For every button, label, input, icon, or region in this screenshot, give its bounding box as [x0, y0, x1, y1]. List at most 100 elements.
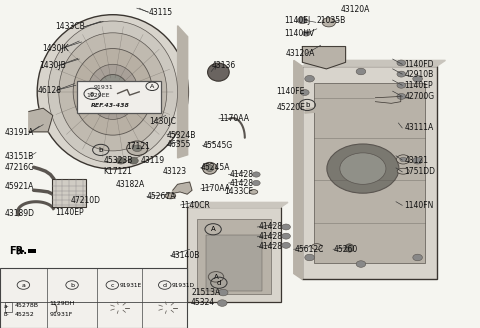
Text: B-: B- — [4, 312, 10, 318]
Circle shape — [413, 254, 422, 261]
Ellipse shape — [73, 49, 153, 135]
Circle shape — [356, 261, 366, 267]
Text: 43136: 43136 — [211, 61, 236, 70]
Text: 1170AA: 1170AA — [201, 184, 230, 194]
Text: 1430JK: 1430JK — [42, 44, 69, 53]
Bar — [0, 268, 187, 328]
Text: 1170AA: 1170AA — [219, 114, 249, 123]
Text: 43121: 43121 — [404, 155, 428, 165]
Text: 45267A: 45267A — [147, 192, 176, 201]
Text: 91931E: 91931E — [120, 282, 142, 288]
Text: 45323B: 45323B — [103, 156, 132, 165]
Text: 1140CR: 1140CR — [180, 200, 210, 210]
Polygon shape — [172, 182, 192, 194]
Circle shape — [322, 18, 336, 27]
Text: 43115: 43115 — [149, 8, 173, 17]
Circle shape — [127, 141, 148, 155]
Text: 45612C: 45612C — [295, 245, 324, 254]
Text: REF.43-438: REF.43-438 — [91, 103, 130, 108]
Circle shape — [282, 233, 290, 239]
Text: 21513A: 21513A — [191, 288, 220, 297]
Text: 43182A: 43182A — [115, 180, 144, 189]
Circle shape — [282, 242, 290, 248]
Circle shape — [327, 144, 399, 193]
Text: 1140EJ: 1140EJ — [284, 16, 311, 25]
Text: 46355: 46355 — [167, 140, 192, 150]
Ellipse shape — [87, 64, 138, 119]
Ellipse shape — [165, 193, 176, 199]
Text: 41428: 41428 — [258, 232, 282, 241]
Circle shape — [413, 157, 422, 164]
Bar — [197, 219, 271, 294]
Circle shape — [305, 254, 314, 261]
Bar — [52, 179, 86, 207]
Bar — [77, 81, 161, 113]
Text: 41428: 41428 — [258, 242, 282, 251]
Ellipse shape — [203, 162, 217, 174]
Ellipse shape — [397, 168, 409, 174]
Text: 45324B: 45324B — [167, 131, 196, 140]
Circle shape — [356, 68, 366, 75]
Bar — [5, 302, 12, 312]
Polygon shape — [302, 60, 445, 66]
Text: A: A — [214, 274, 218, 280]
Circle shape — [218, 289, 228, 296]
Text: 43140B: 43140B — [170, 251, 200, 260]
Text: 41428: 41428 — [229, 170, 253, 179]
Circle shape — [217, 300, 227, 306]
Polygon shape — [305, 108, 316, 113]
Text: 1140FN: 1140FN — [404, 201, 433, 210]
Circle shape — [397, 93, 406, 99]
Text: 1433CB: 1433CB — [55, 22, 85, 31]
Text: 43111A: 43111A — [404, 123, 433, 133]
Polygon shape — [375, 96, 401, 103]
Text: 1140FE: 1140FE — [276, 87, 305, 96]
Text: 42700G: 42700G — [404, 92, 434, 101]
Text: 1433CF: 1433CF — [225, 187, 253, 196]
Circle shape — [302, 31, 310, 36]
Text: a: a — [90, 91, 94, 97]
Polygon shape — [294, 60, 302, 279]
Text: b: b — [98, 147, 103, 153]
Text: 1430JB: 1430JB — [39, 61, 66, 70]
Text: 1140FD: 1140FD — [404, 60, 433, 69]
Ellipse shape — [249, 190, 258, 194]
Ellipse shape — [48, 21, 178, 163]
Text: 47210D: 47210D — [71, 196, 101, 205]
Text: 43151B: 43151B — [5, 152, 34, 161]
Text: 1129DH: 1129DH — [49, 300, 75, 306]
Circle shape — [305, 75, 314, 82]
Text: 46128: 46128 — [37, 86, 61, 95]
Polygon shape — [302, 47, 346, 69]
Text: a-: a- — [4, 304, 9, 309]
Bar — [28, 249, 36, 253]
Text: K17121: K17121 — [103, 167, 132, 176]
Polygon shape — [178, 26, 188, 158]
Text: 43119: 43119 — [140, 156, 164, 165]
Text: 43120A: 43120A — [341, 5, 370, 14]
Text: 47216C: 47216C — [5, 163, 34, 172]
Text: 43123: 43123 — [162, 167, 186, 176]
Text: 1140EP: 1140EP — [404, 81, 433, 90]
Text: d: d — [216, 280, 221, 286]
Text: 1129EE: 1129EE — [86, 93, 110, 98]
Text: 1140HV: 1140HV — [284, 29, 314, 38]
Circle shape — [340, 153, 386, 184]
Ellipse shape — [97, 74, 129, 109]
Text: 43191A: 43191A — [5, 128, 34, 137]
Circle shape — [300, 90, 309, 95]
Text: b: b — [70, 282, 74, 288]
Circle shape — [413, 75, 422, 82]
Ellipse shape — [345, 244, 354, 252]
Text: 45220E: 45220E — [276, 103, 305, 112]
Circle shape — [132, 145, 142, 152]
Ellipse shape — [59, 33, 167, 151]
Text: 91931F: 91931F — [49, 312, 73, 317]
Ellipse shape — [206, 165, 214, 172]
Text: 45278B: 45278B — [14, 302, 38, 308]
Text: 21035B: 21035B — [317, 16, 346, 25]
Circle shape — [116, 157, 126, 164]
Text: 41428: 41428 — [258, 222, 282, 232]
Circle shape — [397, 82, 406, 88]
Text: a: a — [22, 282, 25, 288]
